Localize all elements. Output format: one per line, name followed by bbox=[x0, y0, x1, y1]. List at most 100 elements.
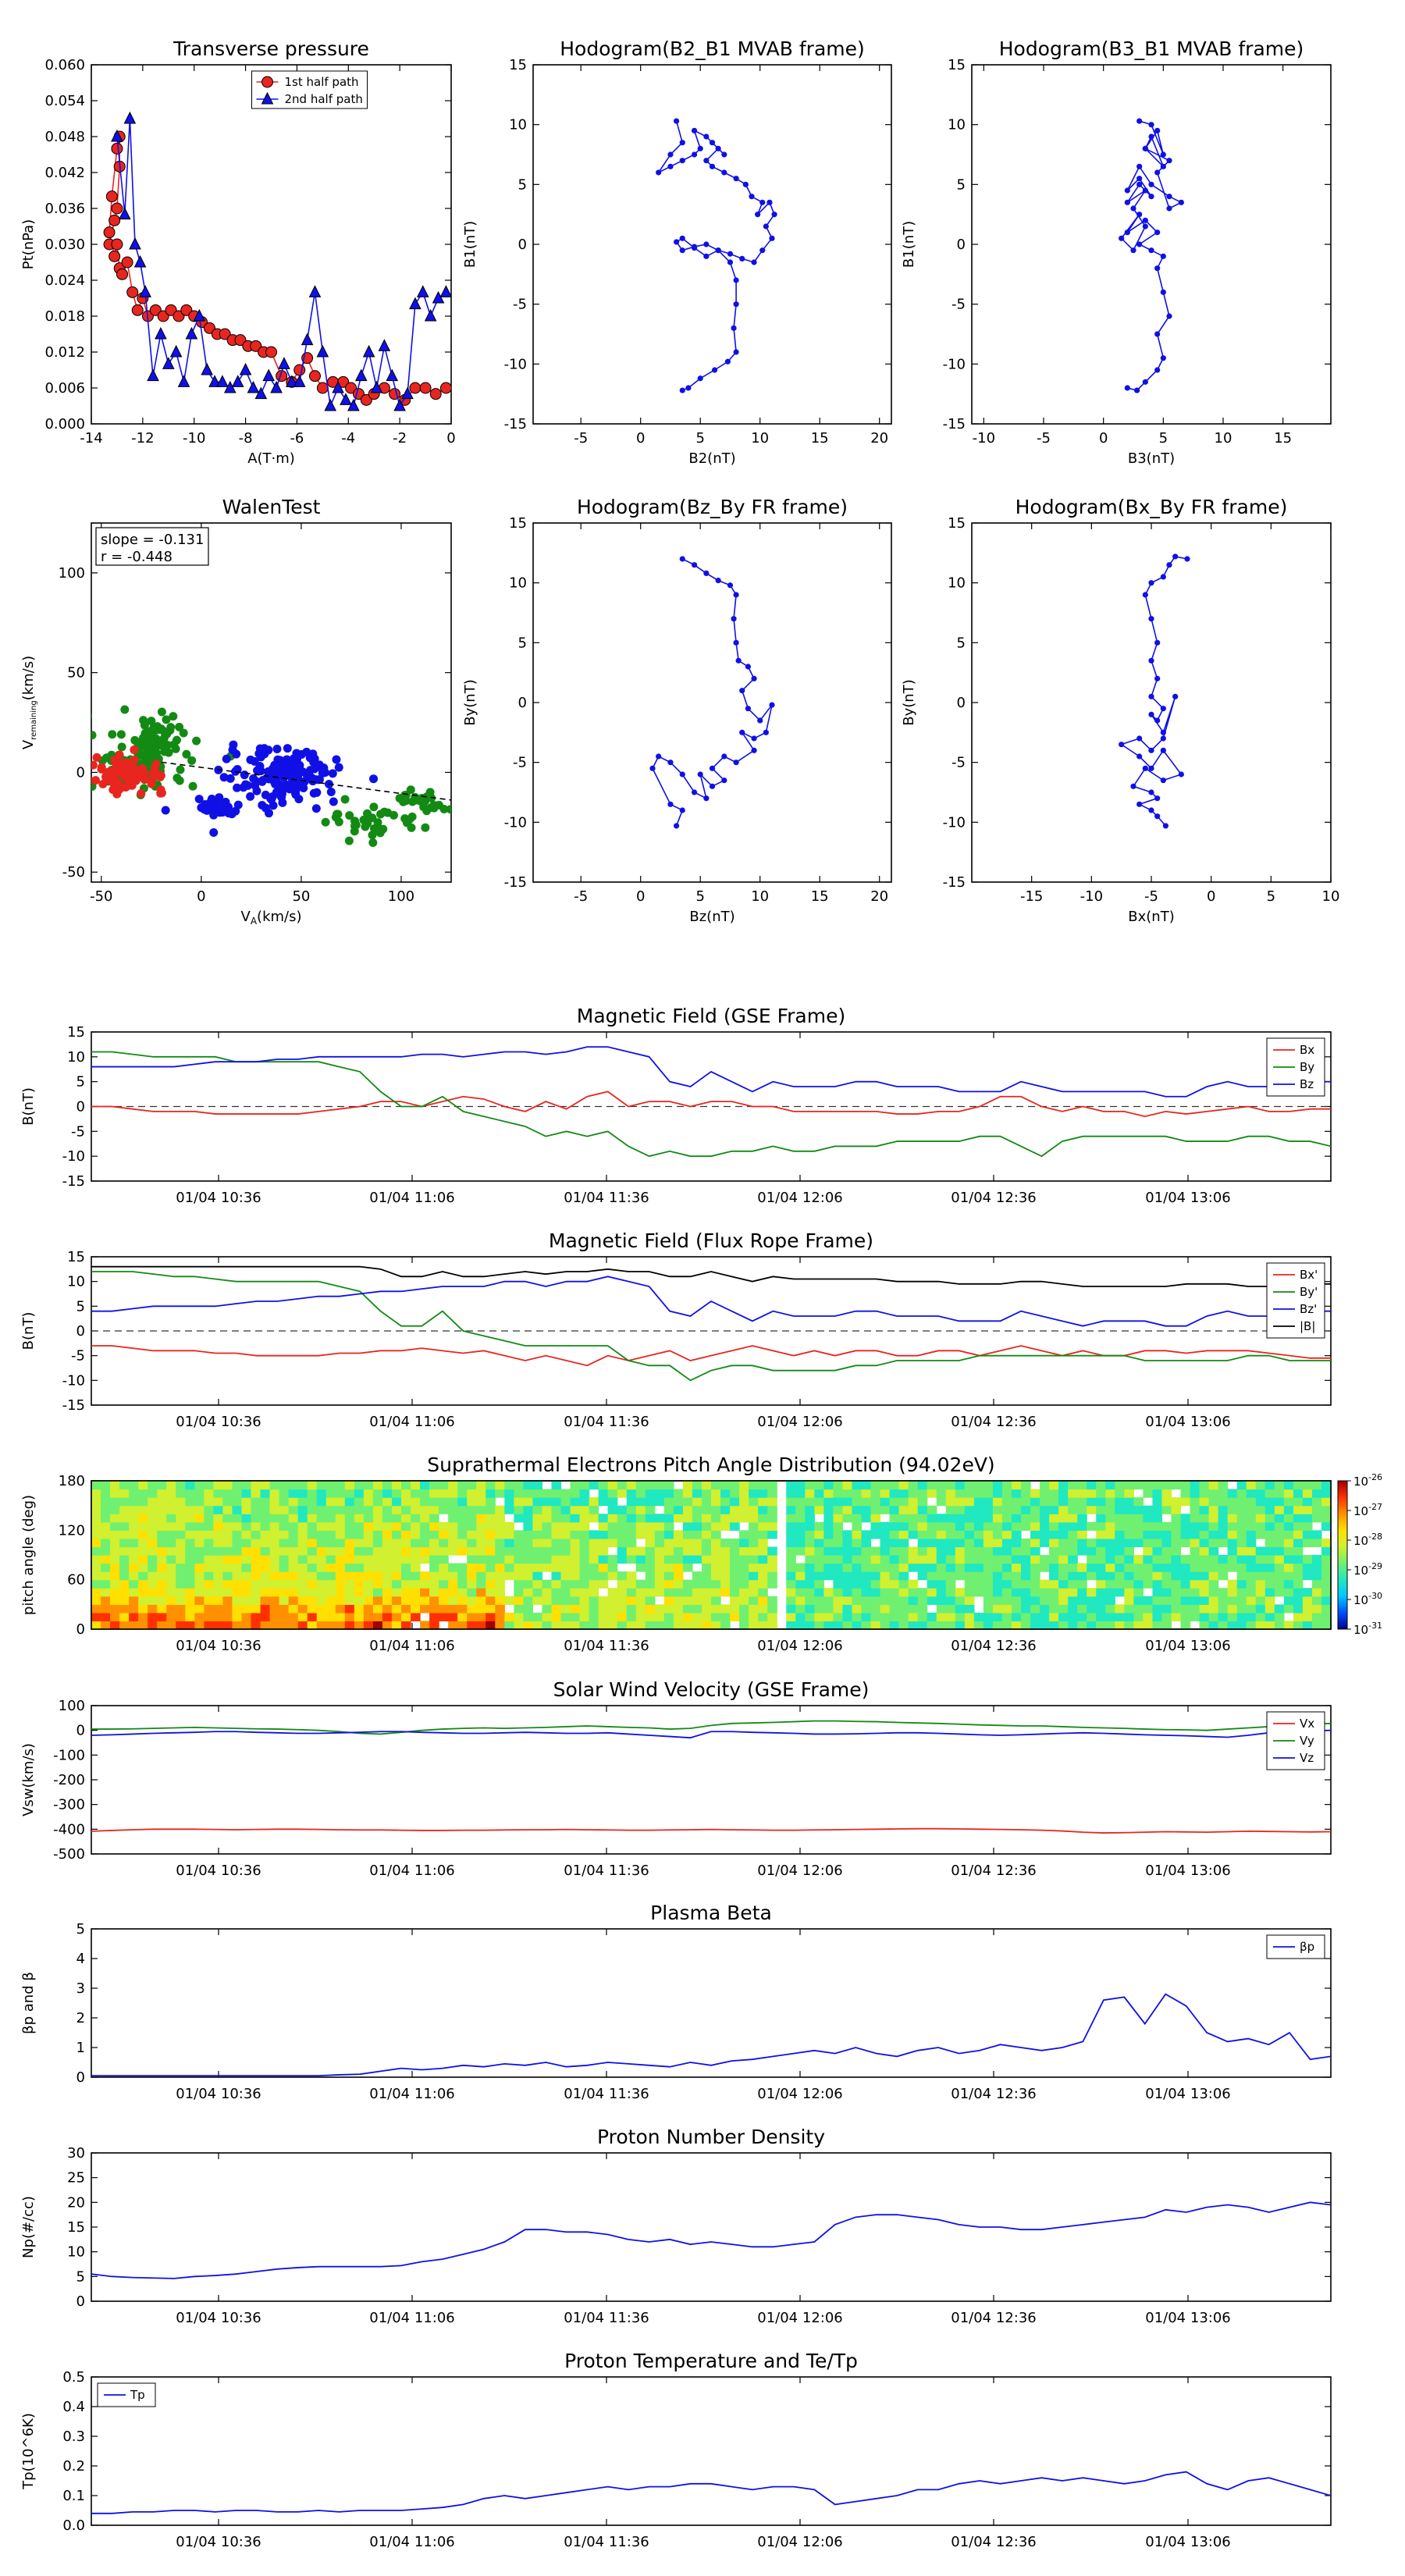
heatmap-cell bbox=[1190, 1596, 1200, 1605]
data-point bbox=[157, 788, 166, 798]
heatmap-cell bbox=[1227, 1489, 1238, 1498]
heatmap-cell bbox=[307, 1538, 318, 1548]
data-point bbox=[1154, 639, 1161, 646]
heatmap-cell bbox=[1077, 1521, 1087, 1531]
heatmap-cell bbox=[514, 1563, 524, 1572]
heatmap-cell bbox=[91, 1546, 101, 1556]
heatmap-cell bbox=[1161, 1489, 1172, 1498]
heatmap-cell bbox=[833, 1555, 844, 1564]
heatmap-cell bbox=[129, 1481, 139, 1490]
data-point bbox=[222, 754, 231, 763]
heatmap-cell bbox=[1030, 1489, 1040, 1498]
heatmap-cell bbox=[645, 1505, 656, 1514]
heatmap-cell bbox=[682, 1497, 693, 1507]
heatmap-cell bbox=[532, 1497, 543, 1507]
heatmap-cell bbox=[363, 1481, 374, 1490]
data-point bbox=[1119, 742, 1125, 748]
series-line bbox=[91, 1827, 1331, 1834]
heatmap-cell bbox=[269, 1521, 280, 1531]
heatmap-cell bbox=[814, 1555, 824, 1564]
heatmap-cell bbox=[917, 1538, 928, 1548]
heatmap-cell bbox=[964, 1596, 975, 1605]
heatmap-cell bbox=[1049, 1563, 1059, 1572]
data-point bbox=[149, 304, 162, 316]
heatmap-cell bbox=[758, 1514, 768, 1523]
heatmap-cell bbox=[1208, 1530, 1219, 1539]
heatmap-cell bbox=[983, 1596, 994, 1605]
heatmap-cell bbox=[532, 1481, 543, 1490]
data-point bbox=[667, 801, 674, 807]
heatmap-cell bbox=[898, 1571, 909, 1581]
heatmap-cell bbox=[1058, 1521, 1069, 1531]
y-tick-label: 0.012 bbox=[44, 344, 85, 361]
heatmap-cell bbox=[758, 1588, 768, 1597]
series-line bbox=[656, 120, 775, 391]
heatmap-cell bbox=[861, 1621, 872, 1629]
heatmap-cell bbox=[1161, 1588, 1172, 1597]
heatmap-cell bbox=[297, 1563, 308, 1572]
heatmap-cell bbox=[889, 1621, 900, 1629]
x-tick-label: 01/04 11:36 bbox=[564, 2310, 649, 2326]
legend-label: By bbox=[1300, 1060, 1314, 1074]
heatmap-cell bbox=[251, 1555, 261, 1564]
heatmap-cell bbox=[1180, 1514, 1191, 1523]
heatmap-cell bbox=[420, 1588, 430, 1597]
heatmap-cell bbox=[1011, 1514, 1022, 1523]
heatmap-cell bbox=[758, 1604, 768, 1614]
heatmap-cell bbox=[673, 1497, 684, 1507]
heatmap-cell bbox=[1236, 1505, 1247, 1514]
heatmap-cell bbox=[1068, 1579, 1078, 1589]
data-point bbox=[310, 764, 319, 774]
heatmap-cell bbox=[663, 1514, 674, 1523]
heatmap-cell bbox=[805, 1604, 815, 1614]
heatmap-cell bbox=[335, 1481, 346, 1490]
heatmap-cell bbox=[439, 1612, 449, 1622]
heatmap-cell bbox=[730, 1596, 740, 1605]
heatmap-cell bbox=[1152, 1546, 1163, 1556]
x-tick-label: 01/04 12:06 bbox=[757, 2310, 842, 2326]
data-point bbox=[115, 750, 124, 760]
heatmap-cell bbox=[148, 1489, 158, 1498]
y-tick-label: 25 bbox=[67, 2170, 85, 2186]
heatmap-cell bbox=[805, 1530, 815, 1539]
heatmap-cell bbox=[91, 1489, 101, 1498]
heatmap-cell bbox=[1227, 1530, 1238, 1539]
heatmap-cell bbox=[607, 1621, 618, 1629]
heatmap-cell bbox=[1199, 1497, 1210, 1507]
heatmap-cell bbox=[204, 1546, 214, 1556]
heatmap-cell bbox=[148, 1596, 158, 1605]
heatmap-cell bbox=[1152, 1596, 1163, 1605]
heatmap-cell bbox=[232, 1596, 243, 1605]
heatmap-cell bbox=[589, 1546, 599, 1556]
heatmap-cell bbox=[823, 1497, 834, 1507]
heatmap-cell bbox=[176, 1521, 186, 1531]
y-tick-label: -400 bbox=[53, 1821, 85, 1838]
heatmap-cell bbox=[880, 1505, 891, 1514]
heatmap-cell bbox=[1105, 1546, 1115, 1556]
heatmap-cell bbox=[1302, 1588, 1313, 1597]
heatmap-cell bbox=[1321, 1514, 1331, 1523]
plot-area bbox=[91, 1265, 1331, 1382]
heatmap-cell bbox=[486, 1546, 496, 1556]
heatmap-cell bbox=[222, 1563, 233, 1572]
heatmap-cell bbox=[1124, 1571, 1134, 1581]
heatmap-cell bbox=[439, 1489, 449, 1498]
heatmap-cell bbox=[955, 1563, 966, 1572]
data-point bbox=[278, 357, 290, 369]
y-tick-label: 0 bbox=[76, 2293, 85, 2310]
heatmap-cell bbox=[194, 1497, 205, 1507]
heatmap-cell bbox=[682, 1555, 693, 1564]
heatmap-cell bbox=[429, 1596, 439, 1605]
heatmap-cell bbox=[382, 1497, 393, 1507]
heatmap-cell bbox=[692, 1530, 702, 1539]
heatmap-cell bbox=[814, 1497, 824, 1507]
data-point bbox=[667, 760, 674, 766]
data-point bbox=[276, 765, 286, 774]
heatmap-cell bbox=[1274, 1546, 1285, 1556]
heatmap-cell bbox=[110, 1505, 120, 1514]
heatmap-cell bbox=[523, 1621, 534, 1629]
heatmap-cell bbox=[344, 1555, 355, 1564]
heatmap-cell bbox=[617, 1505, 628, 1514]
y-tick-label: 1 bbox=[76, 2040, 85, 2056]
data-point bbox=[359, 815, 368, 824]
